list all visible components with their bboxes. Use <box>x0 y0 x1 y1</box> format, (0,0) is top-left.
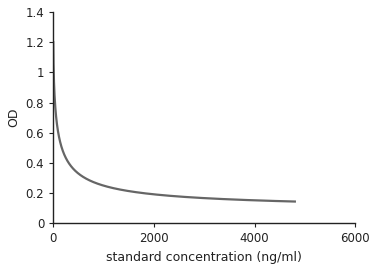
X-axis label: standard concentration (ng/ml): standard concentration (ng/ml) <box>106 251 302 264</box>
Y-axis label: OD: OD <box>7 108 20 127</box>
